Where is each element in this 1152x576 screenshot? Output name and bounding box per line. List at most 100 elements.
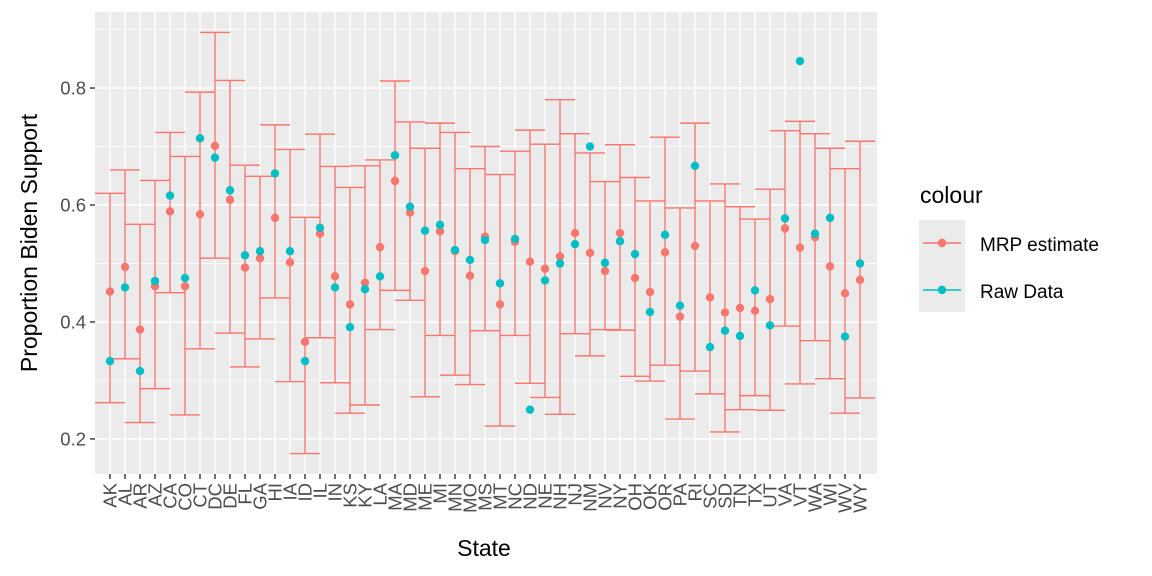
x-axis-tick-label: FL xyxy=(235,483,256,505)
raw-data-point xyxy=(120,283,130,292)
x-axis-tick-label: IA xyxy=(280,482,301,500)
mrp-estimate-point xyxy=(570,228,580,238)
raw-data-points xyxy=(105,56,865,414)
raw-data-point xyxy=(630,249,640,259)
x-axis-tick-label: WY xyxy=(850,483,871,513)
x-axis-tick-label: HI xyxy=(265,483,286,502)
raw-data-point xyxy=(840,332,850,341)
x-axis-tick-label: OH xyxy=(625,483,646,511)
raw-data-point xyxy=(405,202,415,211)
mrp-estimate-point xyxy=(525,257,535,266)
x-axis-tick-label: OK xyxy=(640,482,661,509)
mrp-estimate-point xyxy=(345,300,355,309)
mrp-estimate-point xyxy=(315,229,325,238)
x-axis-tick-label: ID xyxy=(295,483,316,502)
x-axis-tick-label: VA xyxy=(775,482,796,506)
raw-data-point xyxy=(645,307,655,317)
legend-title: colour xyxy=(920,182,983,208)
mrp-estimate-point xyxy=(390,176,400,186)
x-axis-tick-label: ND xyxy=(520,483,541,510)
x-axis-tick-label: DC xyxy=(205,483,226,510)
raw-data-point xyxy=(450,245,460,255)
x-axis-tick-label: MO xyxy=(460,483,481,513)
raw-data-point xyxy=(465,255,475,265)
raw-data-point xyxy=(795,56,805,66)
mrp-estimate-point xyxy=(465,271,475,280)
raw-data-point xyxy=(765,321,775,330)
mrp-estimate-point xyxy=(375,242,385,252)
mrp-estimate-point xyxy=(540,264,550,273)
mrp-estimate-point xyxy=(255,254,265,263)
x-axis-tick-label: KS xyxy=(340,483,361,508)
mrp-estimate-point xyxy=(705,293,715,302)
raw-data-point xyxy=(420,226,430,235)
mrp-estimate-point xyxy=(120,262,130,272)
x-axis-tick-label: MS xyxy=(475,483,496,511)
mrp-estimate-point xyxy=(735,303,745,313)
x-axis-tick-label: NY xyxy=(610,483,631,509)
raw-data-point xyxy=(315,223,325,232)
x-axis-tick-label: NH xyxy=(550,483,571,510)
mrp-estimate-point xyxy=(750,306,760,316)
raw-data-point xyxy=(165,191,175,200)
mrp-estimate-point xyxy=(360,278,370,287)
x-axis: AKALARAZCACOCTDCDEFLGAHIIAIDILINKSKYLAMA… xyxy=(100,474,871,513)
x-axis-tick-label: MI xyxy=(430,483,451,504)
mrp-estimate-point xyxy=(195,210,205,219)
x-axis-tick-label: CT xyxy=(190,483,211,508)
raw-data-point xyxy=(345,323,355,332)
raw-data-point xyxy=(180,273,190,283)
raw-data-point xyxy=(495,279,505,288)
mrp-estimate-point xyxy=(795,243,805,252)
raw-data-point xyxy=(780,214,790,223)
raw-data-point xyxy=(615,237,625,246)
x-axis-tick-label: NJ xyxy=(565,483,586,506)
mrp-estimate-point xyxy=(240,263,250,272)
x-axis-tick-label: WV xyxy=(835,482,856,512)
x-axis-tick-label: AZ xyxy=(145,483,166,507)
raw-data-point xyxy=(150,276,160,286)
mrp-estimate-point xyxy=(165,207,175,216)
mrp-estimate-point xyxy=(555,252,565,261)
x-axis-tick-label: MN xyxy=(445,483,466,512)
x-axis-tick-label: IL xyxy=(310,483,331,498)
x-axis-tick-label: SC xyxy=(700,483,721,509)
raw-data-point xyxy=(555,259,565,268)
raw-data-point xyxy=(585,142,595,151)
mrp-estimate-point xyxy=(405,208,415,217)
y-axis: 0.2 0.4 0.6 0.8 xyxy=(60,78,95,449)
x-axis-tick-label: SD xyxy=(715,483,736,509)
mrp-estimate-point xyxy=(105,287,115,296)
raw-data-point xyxy=(435,220,445,230)
y-axis-title: Proportion Biden Support xyxy=(16,113,42,372)
x-axis-tick-label: TN xyxy=(730,483,751,508)
mrp-estimate-point xyxy=(690,241,700,251)
x-axis-tick-label: CO xyxy=(175,483,196,511)
legend-label-raw: Raw Data xyxy=(980,282,1064,303)
raw-data-point xyxy=(285,246,295,256)
x-axis-tick-label: MA xyxy=(385,482,406,510)
raw-data-point xyxy=(210,153,220,162)
x-axis-tick-label: NM xyxy=(580,483,601,512)
raw-data-point xyxy=(540,276,550,285)
mrp-estimate-point xyxy=(225,195,235,204)
x-axis-tick-label: MT xyxy=(490,483,511,510)
raw-data-point xyxy=(105,356,115,366)
raw-data-point xyxy=(240,251,250,260)
raw-data-point xyxy=(735,331,745,341)
x-axis-tick-label: KY xyxy=(355,483,376,508)
mrp-estimate-point xyxy=(600,266,610,276)
x-axis-tick-label: DE xyxy=(220,483,241,509)
mrp-estimate-point xyxy=(780,224,790,233)
legend-label-mrp: MRP estimate xyxy=(980,235,1099,256)
raw-data-point xyxy=(855,259,865,268)
raw-data-point xyxy=(135,366,145,376)
mrp-estimate-point xyxy=(855,275,865,285)
raw-data-point xyxy=(570,239,580,249)
mrp-estimate-point xyxy=(660,248,670,257)
mrp-estimate-point xyxy=(645,287,655,297)
raw-data-point xyxy=(810,229,820,238)
x-axis-tick-label: NC xyxy=(505,483,526,510)
raw-data-point xyxy=(330,283,340,292)
x-axis-tick-label: AK xyxy=(100,482,121,507)
